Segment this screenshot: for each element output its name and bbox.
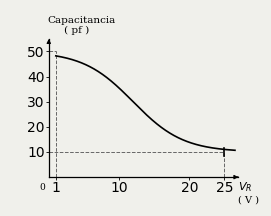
Text: 0: 0 bbox=[40, 183, 45, 192]
Text: ( pf ): ( pf ) bbox=[64, 26, 89, 35]
Text: $V_R$: $V_R$ bbox=[238, 180, 253, 194]
Text: ( V ): ( V ) bbox=[238, 195, 259, 204]
Text: Capacitancia: Capacitancia bbox=[47, 16, 115, 25]
